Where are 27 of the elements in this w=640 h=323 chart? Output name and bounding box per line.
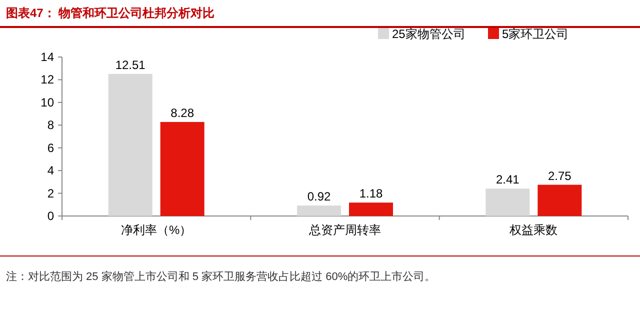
legend-label: 5家环卫公司: [502, 27, 569, 41]
y-tick-label: 0: [47, 209, 54, 223]
y-tick-label: 8: [47, 118, 54, 132]
data-label: 2.75: [548, 168, 572, 183]
y-tick-label: 2: [47, 186, 54, 200]
data-label: 1.18: [359, 186, 383, 201]
x-tick-label: 净利率（%）: [120, 223, 192, 237]
text: 注：对比范围为 25 家物管上市公司和 5 家环卫服务营收占比超过 60%的环卫上市公司。: [6, 270, 436, 283]
chart-title: 图表47： 物管和环卫公司杜邦分析对比: [6, 6, 215, 20]
y-tick-label: 12: [40, 72, 54, 87]
y-tick-label: 10: [40, 95, 54, 110]
data-label: 2.41: [496, 172, 520, 187]
y-tick-label: 6: [47, 140, 54, 155]
x-tick-label: 权益乘数: [508, 223, 558, 237]
bar: [160, 122, 204, 216]
legend-label: 25家物管公司: [392, 27, 466, 41]
bar: [297, 206, 341, 216]
bar: [486, 188, 530, 216]
y-tick-label: 4: [47, 164, 54, 178]
bar: [108, 74, 152, 216]
x-tick-label: 总资产周转率: [308, 223, 381, 237]
bar: [349, 202, 393, 216]
y-tick-label: 14: [40, 50, 54, 64]
data-label: 0.92: [307, 190, 331, 204]
data-label: 8.28: [170, 106, 194, 120]
data-label: 12.51: [115, 58, 146, 72]
bar: [538, 184, 582, 216]
